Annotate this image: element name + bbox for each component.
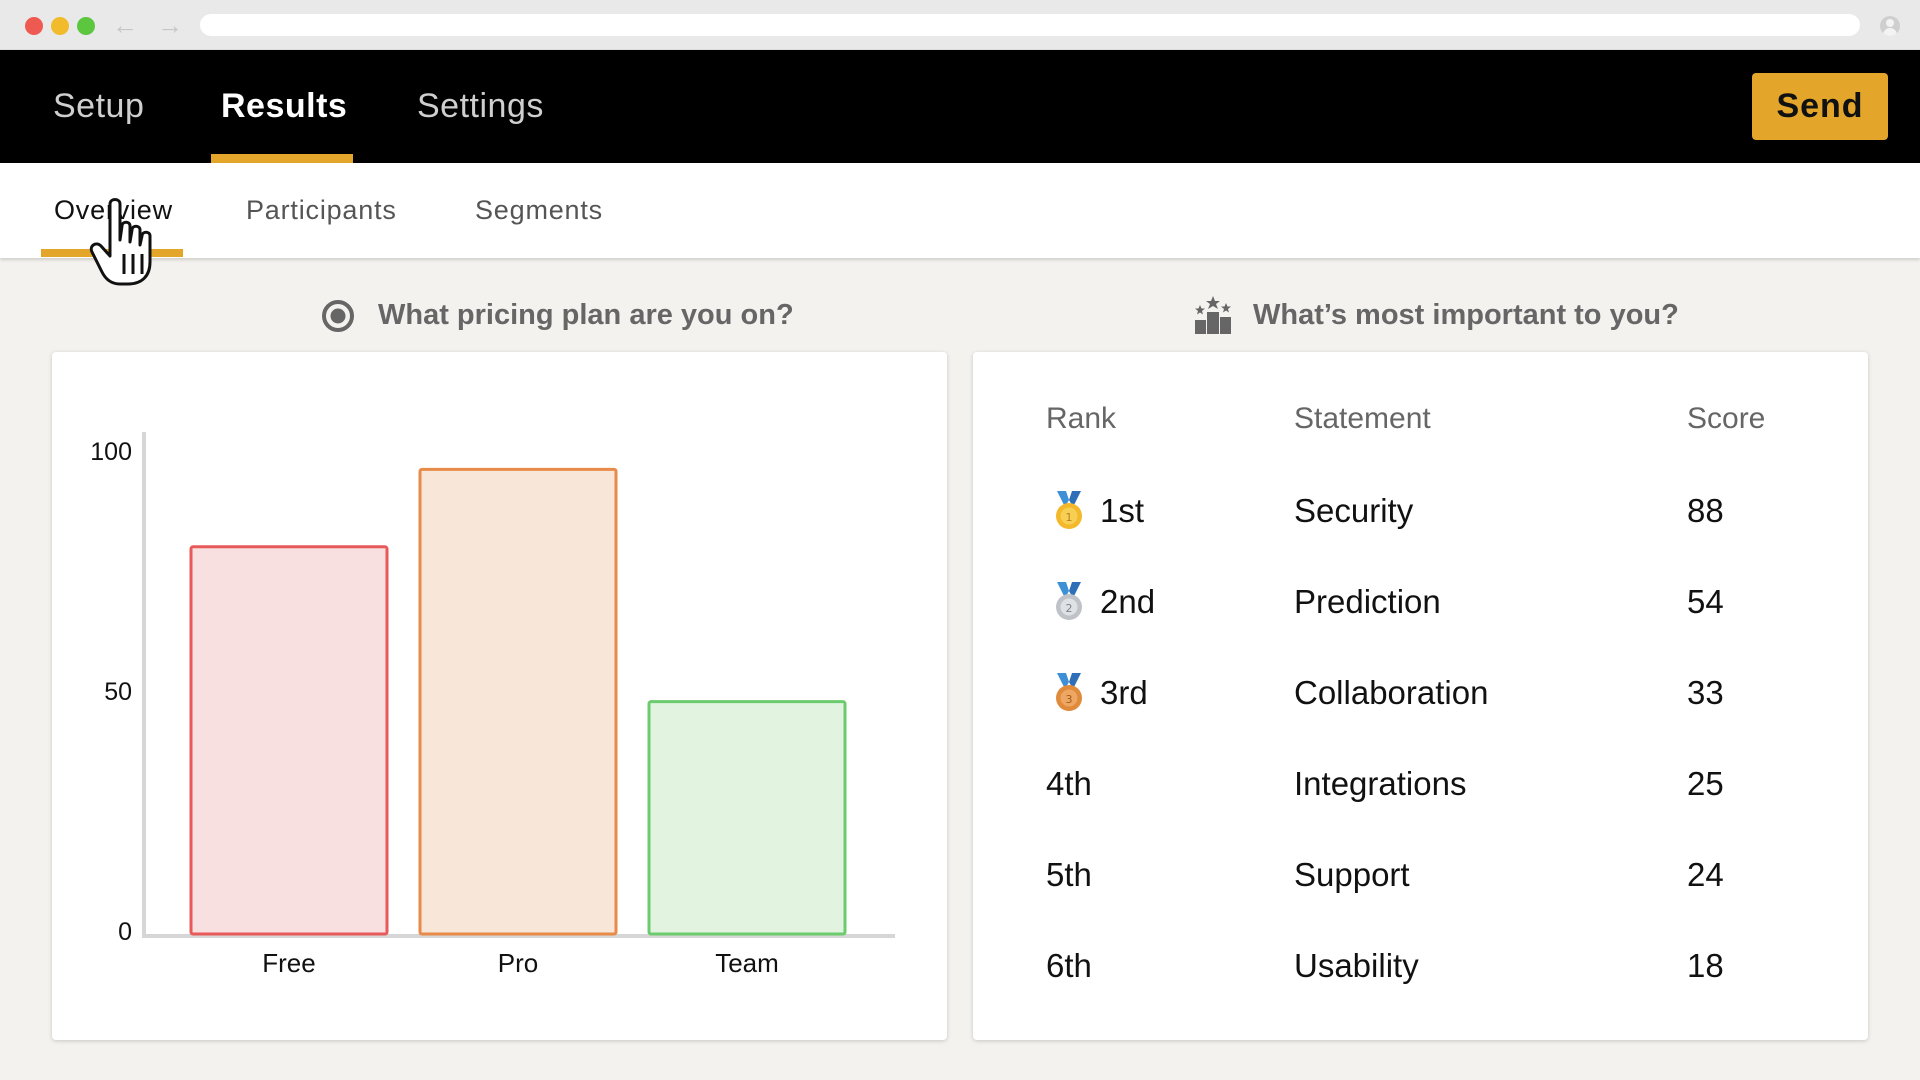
- bronze-medal-icon: 3: [1056, 673, 1082, 711]
- radio-button-icon: [322, 300, 354, 332]
- score-cell: 88: [1687, 492, 1724, 529]
- rank-cell: 2nd: [1100, 583, 1156, 620]
- y-tick-label: 100: [90, 438, 132, 466]
- y-tick-label: 50: [104, 678, 132, 706]
- tab-setup[interactable]: Setup: [53, 87, 145, 125]
- svg-text:2: 2: [1066, 602, 1073, 615]
- subtab-participants[interactable]: Participants: [246, 195, 397, 225]
- score-cell: 18: [1687, 947, 1724, 984]
- top-navigation: Setup Results Settings Send: [0, 50, 1920, 163]
- address-bar[interactable]: [200, 14, 1860, 36]
- silver-medal-icon: 2: [1056, 582, 1082, 620]
- window-close-button[interactable]: [25, 17, 43, 35]
- x-tick-label: Pro: [497, 948, 539, 978]
- column-header-score: Score: [1687, 402, 1766, 435]
- active-tab-indicator: [211, 154, 353, 163]
- rank-cell: 1st: [1100, 492, 1145, 529]
- rank-cell: 3rd: [1100, 674, 1148, 711]
- back-arrow-icon[interactable]: ←: [112, 10, 138, 40]
- statement-cell: Security: [1294, 492, 1414, 529]
- y-tick-label: 0: [118, 918, 132, 946]
- ranking-table-card: [973, 352, 1868, 1040]
- hand-cursor-icon: [89, 198, 152, 286]
- window-maximize-button[interactable]: [77, 17, 95, 35]
- bar-pro: [418, 467, 618, 936]
- column-header-statement: Statement: [1294, 402, 1431, 435]
- score-cell: 25: [1687, 765, 1724, 802]
- statement-cell: Support: [1294, 856, 1410, 893]
- pricing-plan-chart-card: 100 50 0 Free Pro Team: [52, 352, 947, 1040]
- bar-free: [189, 545, 389, 936]
- x-tick-label: Free: [262, 948, 316, 978]
- forward-arrow-icon[interactable]: →: [157, 10, 183, 40]
- subtab-segments[interactable]: Segments: [475, 195, 603, 225]
- score-cell: 54: [1687, 583, 1724, 620]
- rank-cell: 5th: [1046, 856, 1092, 893]
- poll-question-title: What pricing plan are you on?: [378, 299, 794, 331]
- tab-settings[interactable]: Settings: [417, 87, 544, 125]
- bar-chart: [142, 432, 895, 938]
- column-header-rank: Rank: [1046, 402, 1117, 435]
- x-tick-label: Team: [715, 948, 779, 978]
- bar-team: [647, 700, 847, 936]
- profile-icon[interactable]: [1880, 16, 1900, 36]
- gold-medal-icon: 1: [1056, 491, 1082, 529]
- statement-cell: Prediction: [1294, 583, 1441, 620]
- statement-cell: Usability: [1294, 947, 1419, 984]
- rank-cell: 6th: [1046, 947, 1092, 984]
- window-minimize-button[interactable]: [51, 17, 69, 35]
- browser-chrome: ← →: [0, 0, 1920, 50]
- svg-text:1: 1: [1066, 511, 1073, 524]
- rank-cell: 4th: [1046, 765, 1092, 802]
- tab-results[interactable]: Results: [221, 87, 348, 125]
- svg-text:3: 3: [1066, 693, 1073, 706]
- statement-cell: Integrations: [1294, 765, 1467, 802]
- podium-icon: [1195, 296, 1231, 334]
- statement-cell: Collaboration: [1294, 674, 1489, 711]
- ranking-question-title: What’s most important to you?: [1253, 299, 1679, 331]
- sub-navigation: Overview Participants Segments: [0, 163, 1920, 258]
- score-cell: 33: [1687, 674, 1724, 711]
- send-button[interactable]: Send: [1752, 73, 1888, 140]
- score-cell: 24: [1687, 856, 1724, 893]
